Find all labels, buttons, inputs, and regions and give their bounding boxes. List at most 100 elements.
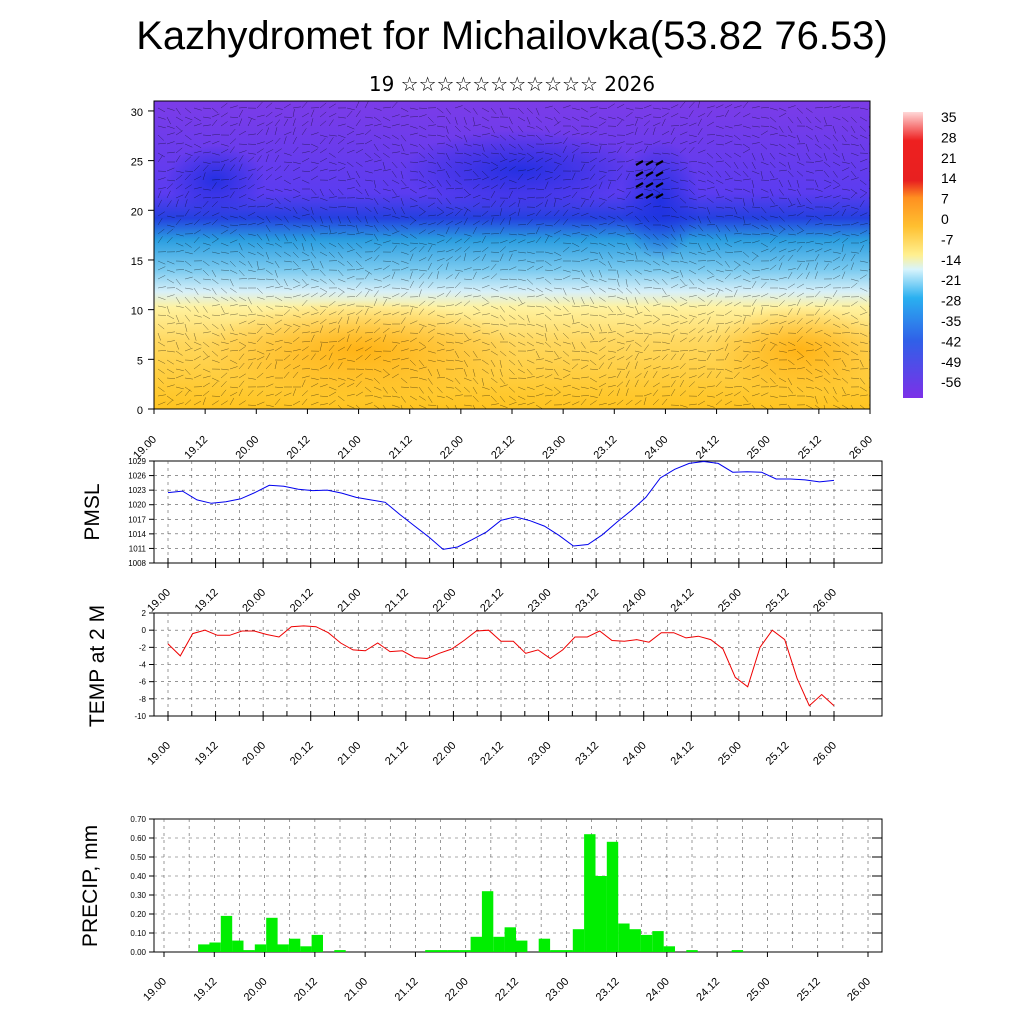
wind-barb <box>292 136 297 145</box>
wind-barb <box>760 125 770 127</box>
wind-barb <box>760 364 769 370</box>
wind-barb <box>472 107 478 115</box>
wind-barb <box>787 152 796 157</box>
wind-barb <box>490 350 498 356</box>
pmsl-grid <box>154 461 882 563</box>
wind-barb <box>301 278 308 286</box>
colorbar-label: 7 <box>941 191 949 207</box>
wind-barb <box>706 299 713 307</box>
cross-section-x-tick-label: 25.12 <box>796 434 824 462</box>
wind-barb <box>526 341 535 347</box>
wind-barb <box>157 341 166 347</box>
wind-barb <box>328 328 336 334</box>
wind-barb <box>301 120 309 127</box>
wind-barb <box>391 311 400 316</box>
wind-barb <box>787 291 795 298</box>
wind-barb <box>778 239 787 244</box>
wind-barb <box>400 312 409 316</box>
wind-barb <box>679 147 687 154</box>
wind-barb <box>733 359 742 362</box>
wind-barb <box>778 152 787 157</box>
wind-barb <box>688 122 697 127</box>
wind-barb <box>220 368 229 371</box>
wind-barb <box>418 152 426 159</box>
wind-barb <box>337 251 344 259</box>
wind-barb <box>616 381 624 388</box>
wind-barb <box>184 269 193 274</box>
wind-barb <box>778 112 787 118</box>
wind-barb <box>445 152 450 161</box>
wind-barb <box>688 375 697 379</box>
wind-barb <box>670 284 679 289</box>
wind-barb <box>202 107 212 110</box>
wind-barb <box>652 188 661 194</box>
wind-barb <box>643 344 649 352</box>
wind-barb <box>598 251 603 260</box>
wind-barb <box>760 278 770 280</box>
wind-barb <box>184 377 193 380</box>
wind-barb <box>220 296 229 301</box>
wind-barb <box>301 170 311 173</box>
wind-barb <box>625 269 632 276</box>
wind-barb <box>265 349 274 352</box>
wind-barb <box>310 242 314 251</box>
wind-barb <box>427 186 436 190</box>
wind-barb <box>247 156 255 163</box>
wind-barb <box>652 319 660 325</box>
wind-barb <box>292 365 301 370</box>
wind-barb <box>499 268 509 271</box>
wind-barb <box>211 332 220 337</box>
wind-barb <box>211 201 218 208</box>
wind-barb <box>481 341 490 346</box>
wind-barb <box>841 377 849 384</box>
wind-barb <box>742 327 749 334</box>
wind-barb <box>724 140 733 145</box>
wind-barb <box>697 233 706 237</box>
wind-barb <box>445 134 451 142</box>
wind-barb <box>841 188 850 191</box>
wind-barb <box>202 210 210 217</box>
wind-barb <box>274 269 278 278</box>
wind-barb <box>508 286 517 289</box>
wind-barb <box>742 148 751 154</box>
wind-barb <box>787 349 796 352</box>
wind-barb <box>256 155 262 163</box>
wind-barb <box>463 206 471 212</box>
wind-barb <box>643 365 652 370</box>
precip-bar <box>266 917 278 952</box>
wind-barb <box>517 402 526 406</box>
wind-barb <box>427 350 436 354</box>
page-title: Kazhydromet for Michailovka(53.82 76.53) <box>136 14 888 58</box>
wind-barb <box>580 364 589 370</box>
wind-barb <box>571 363 579 370</box>
wind-barb <box>553 266 562 271</box>
wind-barb <box>481 197 490 201</box>
wind-barb <box>166 305 170 314</box>
wind-barb <box>463 323 472 327</box>
wind-barb <box>679 278 686 286</box>
wind-barb <box>742 350 751 353</box>
wind-barb <box>175 350 183 356</box>
wind-barb <box>544 394 553 397</box>
wind-barb <box>661 112 669 118</box>
wind-barb <box>193 395 203 397</box>
wind-barb <box>319 278 327 284</box>
wind-barb <box>841 106 850 109</box>
pmsl-y-tick-label: 1029 <box>128 457 146 466</box>
wind-barb <box>571 341 576 350</box>
wind-barb <box>472 134 481 138</box>
wind-barb <box>400 395 406 403</box>
wind-barb <box>589 287 596 295</box>
wind-barb <box>652 122 661 127</box>
wind-barb <box>373 188 381 195</box>
wind-barb <box>292 314 301 318</box>
wind-barb <box>247 341 256 344</box>
wind-barb <box>310 251 317 259</box>
wind-barb <box>625 131 634 136</box>
wind-barb <box>382 134 391 139</box>
colorbar-label: 0 <box>941 211 949 227</box>
cross-section-x-tick-label: 20.12 <box>285 434 313 462</box>
precip-bar <box>232 940 244 952</box>
wind-barb <box>355 336 363 343</box>
